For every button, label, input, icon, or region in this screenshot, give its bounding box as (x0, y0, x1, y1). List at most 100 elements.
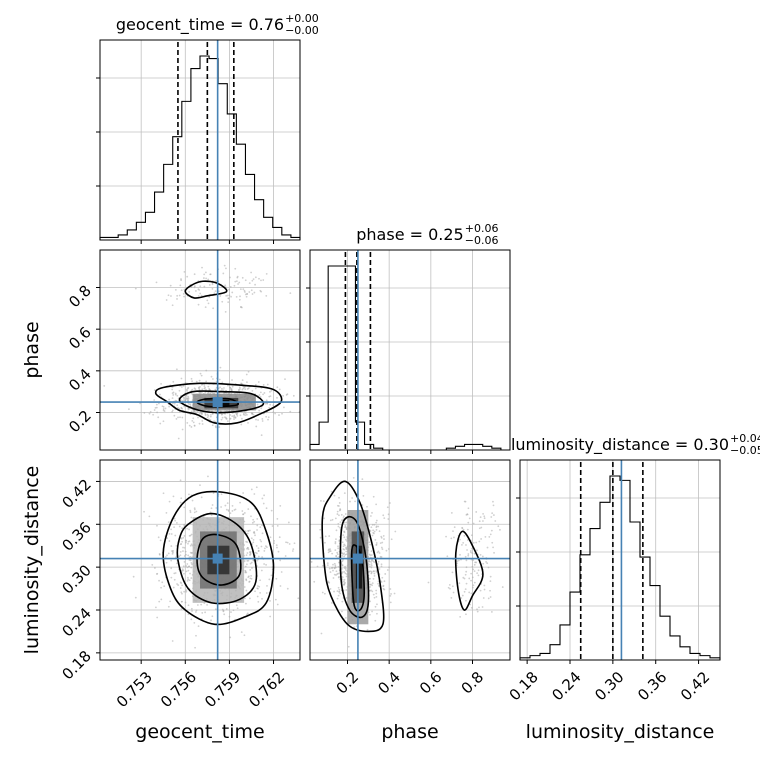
sample-point (371, 534, 374, 537)
sample-point (387, 513, 390, 516)
sample-point (461, 527, 464, 530)
sample-point (316, 565, 319, 568)
sample-point (489, 580, 492, 582)
sample-point (187, 397, 190, 400)
sample-point (257, 555, 260, 558)
sample-point (346, 540, 348, 542)
sample-point (459, 538, 461, 541)
sample-point (389, 502, 391, 504)
sample-point (473, 563, 476, 566)
sample-point (211, 615, 214, 618)
sample-point (369, 554, 372, 557)
sample-point (220, 506, 223, 508)
sample-point (188, 424, 191, 427)
sample-point (200, 294, 203, 297)
sample-point (241, 510, 244, 512)
sample-point (450, 596, 453, 599)
sample-point (388, 566, 390, 569)
sample-point (234, 267, 237, 270)
sample-point (477, 574, 480, 577)
sample-point (465, 613, 467, 616)
sample-point (173, 414, 176, 417)
sample-point (186, 275, 189, 278)
sample-point (326, 562, 329, 565)
sample-point (459, 553, 461, 556)
sample-point (324, 541, 326, 544)
sample-point (336, 551, 339, 554)
sample-point (182, 565, 185, 568)
sample-point (256, 595, 259, 598)
y-axis-label: luminosity_distance (21, 466, 43, 655)
sample-point (194, 290, 197, 292)
sample-point (240, 417, 243, 420)
sample-point (172, 380, 175, 383)
sample-point (276, 603, 279, 606)
sample-point (187, 399, 190, 402)
sample-point (245, 295, 248, 298)
x-tick-label: 0.30 (591, 668, 627, 704)
sample-point (245, 589, 248, 592)
sample-point (219, 386, 221, 389)
sample-point (470, 606, 473, 609)
sample-point (223, 264, 226, 267)
sample-point (193, 507, 196, 510)
sample-point (351, 497, 354, 499)
sample-point (255, 425, 258, 428)
sample-point (153, 567, 156, 569)
sample-point (224, 416, 226, 419)
sample-point (362, 494, 365, 497)
sample-point (341, 564, 344, 567)
sample-point (384, 573, 387, 575)
sample-point (242, 413, 245, 416)
sample-point (202, 277, 205, 279)
sample-point (208, 284, 211, 286)
sample-point (225, 417, 228, 420)
sample-point (339, 508, 342, 511)
sample-point (269, 615, 272, 618)
sample-point (225, 294, 228, 297)
sample-point (343, 555, 346, 558)
sample-point (452, 591, 455, 594)
sample-point (183, 525, 186, 527)
sample-point (385, 549, 388, 552)
sample-point (257, 600, 260, 603)
x-tick-label: 0.42 (677, 668, 713, 704)
sample-point (143, 510, 145, 513)
sample-point (476, 608, 478, 611)
histogram-phase (309, 265, 510, 451)
truth-marker (212, 553, 223, 564)
sample-point (252, 413, 255, 416)
sample-point (251, 521, 254, 524)
sample-point (157, 416, 160, 419)
sample-point (195, 510, 198, 513)
sample-point (253, 530, 256, 533)
x-tick-label: 0.18 (506, 668, 542, 704)
x-tick-label: 0.2 (333, 668, 363, 698)
sample-point (243, 560, 246, 562)
sample-point (207, 385, 210, 388)
sample-point (334, 549, 337, 551)
sample-point (180, 279, 182, 282)
sample-point (483, 584, 486, 587)
sample-point (195, 380, 198, 383)
sample-point (247, 421, 249, 424)
sample-point (244, 565, 247, 568)
sample-point (486, 562, 489, 565)
sample-point (177, 416, 179, 419)
sample-point (340, 513, 343, 516)
sample-point (193, 286, 196, 289)
sample-point (338, 561, 340, 564)
panel-frame (519, 459, 721, 661)
sample-point (470, 572, 473, 575)
sample-point (159, 539, 162, 542)
sample-point (255, 545, 258, 547)
sample-point (280, 571, 283, 573)
sample-point (473, 570, 476, 573)
sample-point (345, 573, 348, 576)
sample-point (373, 574, 376, 577)
sample-point (219, 295, 222, 297)
sample-point (281, 412, 283, 415)
sample-point (265, 399, 268, 402)
sample-point (263, 392, 266, 394)
sample-point (210, 375, 213, 378)
